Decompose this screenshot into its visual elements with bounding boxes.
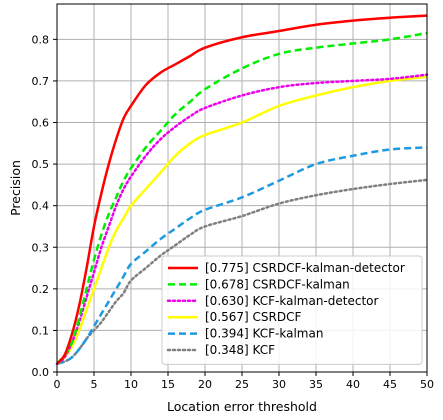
y-tick-label: 0.2 <box>32 283 50 296</box>
legend: [0.775] CSRDCF-kalman-detector [0.678] CS… <box>161 255 423 365</box>
y-tick-label: 0.8 <box>32 33 50 46</box>
legend-entry: [0.348] KCF <box>205 343 275 357</box>
series-line-0 <box>56 14 428 365</box>
y-tick-label: 0.4 <box>32 200 50 213</box>
x-tick-label: 35 <box>309 378 323 391</box>
legend-entry: [0.775] CSRDCF-kalman-detector <box>205 261 405 275</box>
legend-entry: [0.394] KCF-kalman <box>205 327 323 341</box>
legend-entry: [0.567] CSRDCF <box>205 310 301 324</box>
x-tick-label: 0 <box>54 378 61 391</box>
x-tick-label: 5 <box>91 378 98 391</box>
x-tick-label: 20 <box>198 378 212 391</box>
legend-entry: [0.630] KCF-kalman-detector <box>205 294 378 308</box>
y-tick-label: 0.3 <box>32 241 50 254</box>
series-lines <box>55 14 429 365</box>
x-tick-label: 50 <box>420 378 434 391</box>
y-axis-label: Precision <box>8 160 23 216</box>
x-tick-label: 30 <box>272 378 286 391</box>
series-line-4 <box>56 146 428 365</box>
x-tick-label: 45 <box>383 378 397 391</box>
x-tick-label: 10 <box>124 378 138 391</box>
legend-entry: [0.678] CSRDCF-kalman <box>205 277 350 291</box>
y-tick-label: 0.5 <box>32 158 50 171</box>
axis-ticks: 0 5 10 15 20 25 30 35 40 45 50 0.0 0.1 0.2 0.3 0.4 0.5 0.… <box>32 33 435 391</box>
y-tick-label: 0.6 <box>32 117 50 130</box>
y-tick-label: 0.0 <box>32 366 50 379</box>
series-line-5 <box>55 178 429 365</box>
x-tick-label: 40 <box>346 378 360 391</box>
y-tick-label: 0.7 <box>32 75 50 88</box>
x-tick-label: 25 <box>235 378 249 391</box>
series-line-3 <box>56 75 428 365</box>
series-line-1 <box>56 31 428 365</box>
series-line-2 <box>55 73 429 365</box>
legend-box <box>161 255 423 365</box>
x-axis-label: Location error threshold <box>167 399 317 414</box>
y-tick-label: 0.1 <box>32 324 50 337</box>
x-tick-label: 15 <box>161 378 175 391</box>
